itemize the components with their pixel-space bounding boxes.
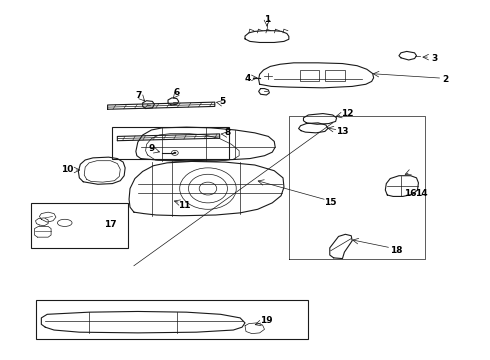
Bar bbox=[325, 70, 345, 81]
Text: 5: 5 bbox=[220, 97, 226, 106]
Text: 7: 7 bbox=[136, 91, 142, 100]
Bar bbox=[113, 127, 229, 159]
Circle shape bbox=[173, 152, 176, 154]
Text: 16: 16 bbox=[404, 189, 417, 198]
Text: 12: 12 bbox=[341, 109, 354, 118]
Bar bbox=[299, 70, 319, 81]
Bar bbox=[36, 300, 308, 339]
Text: 8: 8 bbox=[224, 128, 231, 137]
Text: 4: 4 bbox=[244, 75, 250, 84]
Text: 13: 13 bbox=[336, 127, 349, 136]
Text: 6: 6 bbox=[173, 88, 180, 97]
Text: 9: 9 bbox=[148, 144, 155, 153]
Text: 17: 17 bbox=[104, 220, 117, 229]
Text: 14: 14 bbox=[415, 189, 428, 198]
Bar bbox=[30, 203, 128, 248]
Text: 11: 11 bbox=[178, 201, 190, 210]
Text: 19: 19 bbox=[260, 315, 273, 324]
Text: 3: 3 bbox=[431, 54, 437, 63]
Text: 18: 18 bbox=[390, 246, 402, 255]
Text: 2: 2 bbox=[442, 75, 449, 84]
Text: 1: 1 bbox=[264, 15, 270, 24]
Text: 15: 15 bbox=[324, 198, 337, 207]
Text: 10: 10 bbox=[61, 165, 74, 174]
